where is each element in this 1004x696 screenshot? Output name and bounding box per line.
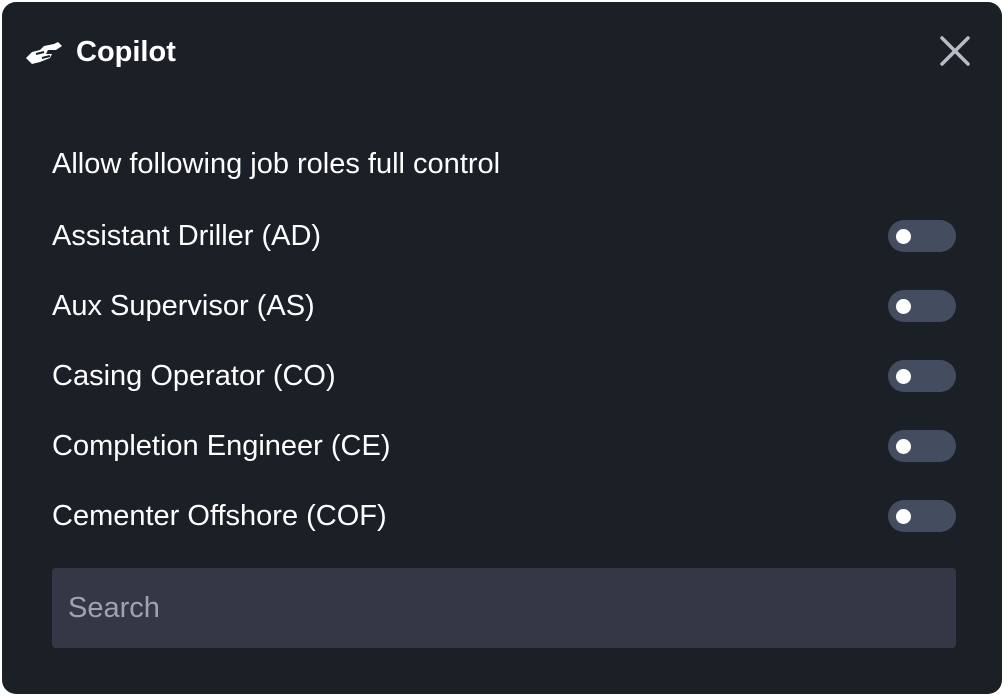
role-label: Completion Engineer (CE) — [52, 429, 391, 462]
toggle-knob — [896, 299, 911, 314]
role-label: Casing Operator (CO) — [52, 359, 336, 392]
toggle-knob — [896, 369, 911, 384]
toggle-knob — [896, 439, 911, 454]
handshake-icon — [26, 42, 62, 64]
section-heading: Allow following job roles full control — [52, 148, 501, 180]
role-label: Assistant Driller (AD) — [52, 219, 322, 252]
role-toggle[interactable] — [888, 220, 956, 252]
role-row: Casing Operator (CO) — [52, 356, 956, 396]
close-icon[interactable] — [938, 34, 972, 68]
role-row: Cementer Offshore (COF) — [52, 496, 956, 536]
role-row: Aux Supervisor (AS) — [52, 286, 956, 326]
role-toggle[interactable] — [888, 360, 956, 392]
role-row: Assistant Driller (AD) — [52, 216, 956, 256]
toggle-knob — [896, 229, 911, 244]
role-label: Aux Supervisor (AS) — [52, 289, 315, 322]
role-row: Completion Engineer (CE) — [52, 426, 956, 466]
role-toggle[interactable] — [888, 430, 956, 462]
toggle-knob — [896, 509, 911, 524]
search-input[interactable] — [52, 568, 956, 648]
role-label: Cementer Offshore (COF) — [52, 499, 387, 532]
panel-title: Copilot — [76, 35, 176, 68]
role-toggle[interactable] — [888, 500, 956, 532]
role-toggle[interactable] — [888, 290, 956, 322]
panel-header: Copilot — [24, 32, 176, 72]
